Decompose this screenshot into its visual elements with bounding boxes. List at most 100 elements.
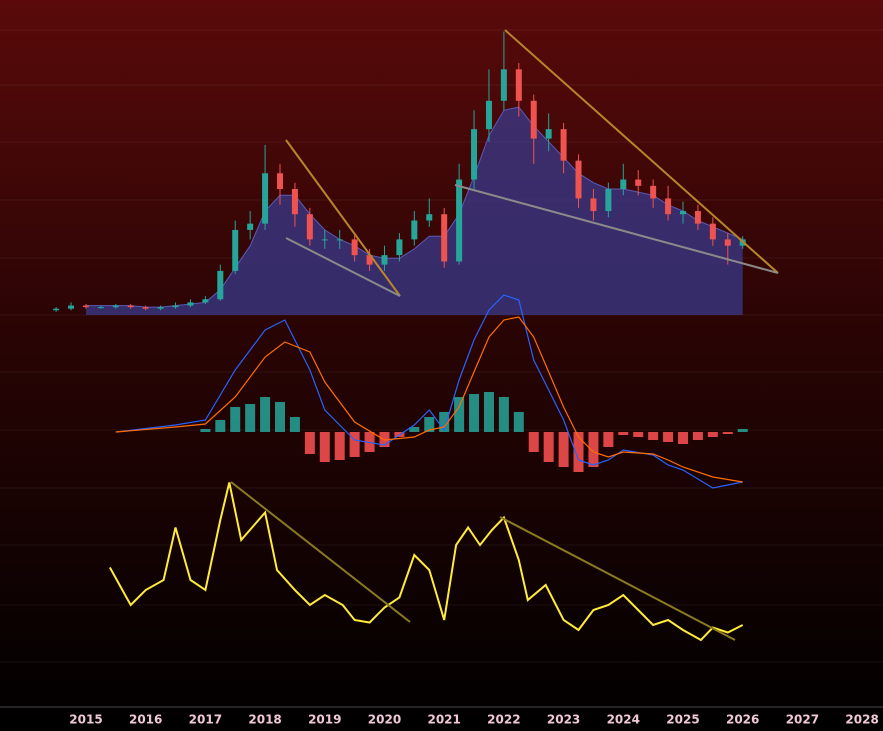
histogram-bar	[707, 432, 718, 437]
histogram-bar	[349, 432, 360, 457]
macd-line	[115, 316, 743, 483]
histogram-bar	[334, 432, 345, 460]
x-tick-label: 2022	[487, 713, 520, 727]
candle-body	[381, 255, 388, 265]
candle-body	[112, 305, 119, 308]
histogram-bar	[543, 432, 554, 462]
candle-body	[351, 239, 358, 256]
histogram-bar	[245, 404, 256, 432]
histogram-bar	[215, 420, 226, 432]
candle-body	[441, 214, 448, 262]
histogram-bar	[588, 432, 599, 467]
histogram-bar	[618, 432, 629, 435]
histogram-bar	[633, 432, 644, 437]
histogram-bar	[573, 432, 584, 472]
x-tick-label: 2016	[129, 713, 162, 727]
candle-body	[485, 100, 492, 130]
x-tick-label: 2025	[666, 713, 699, 727]
candle-body	[306, 214, 313, 240]
histogram-bar	[603, 432, 614, 447]
histogram-bar	[409, 427, 420, 432]
candle-body	[694, 211, 701, 224]
candle-body	[277, 173, 284, 189]
candle-body	[709, 223, 716, 240]
histogram-bar	[469, 394, 480, 432]
candle-body	[291, 189, 298, 215]
candle-body	[157, 307, 164, 309]
candle-body	[530, 100, 537, 139]
candle-body	[411, 220, 418, 240]
histogram-bar	[513, 412, 524, 432]
histogram-bar	[677, 432, 688, 444]
candle-body	[187, 302, 194, 306]
candle-body	[396, 239, 403, 256]
candle-body	[142, 307, 149, 309]
histogram-bar	[289, 417, 300, 432]
histogram-bar	[275, 402, 286, 432]
candle-body	[247, 223, 254, 230]
histogram-bar	[424, 417, 435, 432]
candle-body	[471, 129, 478, 180]
ma-line	[86, 106, 743, 308]
candle-body	[545, 129, 552, 139]
x-tick-label: 2019	[308, 713, 341, 727]
candle-body	[172, 305, 179, 308]
histogram-bar	[439, 412, 450, 432]
candle-body	[336, 239, 343, 241]
candle-body	[262, 173, 269, 224]
x-tick-label: 2020	[368, 713, 401, 727]
histogram-bar	[319, 432, 330, 462]
histogram-bar	[200, 429, 211, 432]
candle-body	[82, 305, 89, 308]
histogram-bar	[483, 392, 494, 432]
candle-body	[590, 198, 597, 212]
x-tick-label: 2015	[69, 713, 102, 727]
candle-body	[426, 214, 433, 221]
histogram-bar	[558, 432, 569, 467]
histogram-bar	[498, 397, 509, 432]
candle-body	[620, 179, 627, 189]
x-tick-label: 2027	[786, 713, 819, 727]
candle-body	[515, 69, 522, 101]
candle-body	[127, 305, 134, 308]
histogram-bar	[692, 432, 703, 440]
candle-body	[53, 308, 60, 311]
histogram-bar	[454, 397, 465, 432]
candle-body	[68, 305, 75, 309]
x-tick-label: 2028	[845, 713, 878, 727]
histogram-bar	[648, 432, 659, 440]
x-tick-label: 2023	[547, 713, 580, 727]
candle-body	[560, 129, 567, 161]
histogram-bar	[304, 432, 315, 454]
candle-body	[650, 185, 657, 199]
histogram-bar	[260, 397, 271, 432]
candle-body	[217, 270, 224, 300]
candle-body	[456, 179, 463, 262]
candle-body	[366, 255, 373, 265]
candle-body	[679, 211, 686, 215]
candle-body	[724, 239, 731, 246]
x-tick-label: 2017	[189, 713, 222, 727]
histogram-bar	[230, 407, 241, 432]
candle-body	[575, 160, 582, 199]
histogram-bar	[663, 432, 674, 442]
candle-body	[321, 239, 328, 241]
histogram-bar	[528, 432, 539, 452]
plot-area	[53, 31, 748, 642]
candle-body	[635, 179, 642, 186]
macd-line	[115, 294, 743, 489]
candle-body	[202, 299, 209, 303]
x-tick-label: 2018	[248, 713, 281, 727]
candle-body	[500, 69, 507, 101]
candle-body	[97, 307, 104, 309]
x-tick-label: 2024	[607, 713, 640, 727]
candle-body	[605, 189, 612, 212]
histogram-bar	[737, 429, 748, 432]
candle-body	[232, 229, 239, 271]
ma-area	[85, 107, 743, 315]
trendlines	[230, 29, 779, 641]
x-tick-label: 2026	[726, 713, 759, 727]
